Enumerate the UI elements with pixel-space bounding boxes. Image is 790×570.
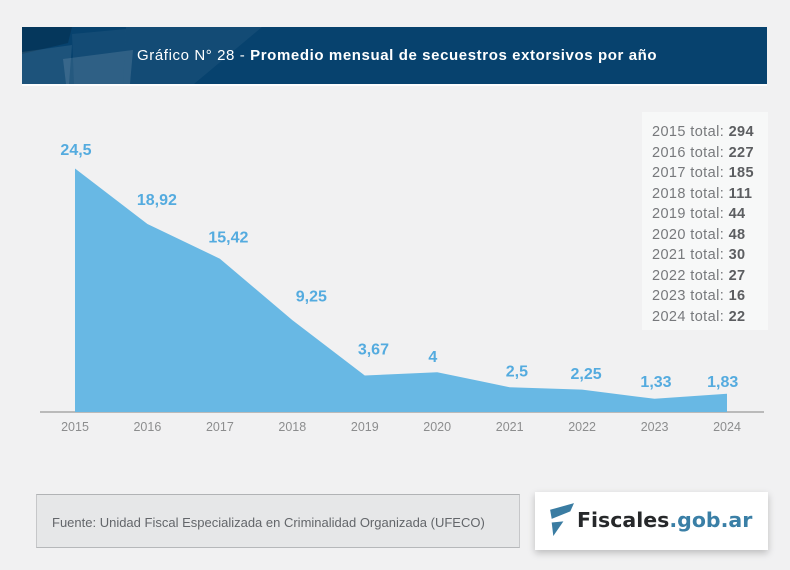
legend-row-2016: 2016 total: 227 [652, 143, 768, 164]
legend-row-value: 185 [728, 165, 754, 181]
legend-row-2021: 2021 total: 30 [652, 245, 768, 266]
value-label-2022: 2,25 [571, 366, 602, 383]
legend-row-2020: 2020 total: 48 [652, 225, 768, 246]
value-label-2020: 4 [428, 349, 437, 366]
chart-title-prefix: Gráfico N° 28 - [137, 47, 251, 64]
fiscales-flag-icon [550, 503, 574, 536]
x-tick-2016: 2016 [133, 420, 161, 434]
x-tick-2020: 2020 [423, 420, 451, 434]
legend-row-value: 27 [728, 267, 746, 284]
x-tick-2018: 2018 [278, 420, 306, 434]
legend-row-value: 30 [728, 247, 746, 263]
legend-row-label: 2017 total: [652, 165, 725, 181]
legend-row-label: 2024 total: [652, 308, 725, 325]
x-tick-2024: 2024 [713, 420, 741, 434]
legend-row-2015: 2015 total: 294 [652, 122, 768, 143]
legend-row-label: 2018 total: [652, 185, 725, 202]
legend-row-label: 2022 total: [652, 267, 725, 284]
area-chart: 24,5 18,92 15,42 9,25 3,67 4 2,5 2,25 1,33 1,83 20… [40, 142, 764, 434]
x-tick-2023: 2023 [641, 420, 669, 434]
chart-title-main: Promedio mensual de secuestros extorsivo… [250, 47, 658, 64]
legend-row-value: 16 [728, 288, 746, 304]
x-tick-2022: 2022 [568, 420, 596, 434]
legend-row-2022: 2022 total: 27 [652, 266, 768, 287]
legend-row-label: 2021 total: [652, 247, 725, 263]
logo-text: Fiscales.gob.ar [577, 492, 752, 550]
source-text: Fuente: Unidad Fiscal Especializada en C… [52, 515, 485, 530]
x-tick-2015: 2015 [61, 420, 89, 434]
chart-title: Gráfico N° 28 - Promedio mensual de secu… [137, 27, 657, 84]
x-tick-2021: 2021 [496, 420, 524, 434]
legend-row-2019: 2019 total: 44 [652, 204, 768, 225]
legend-row-label: 2019 total: [652, 206, 725, 222]
legend-row-value: 44 [728, 206, 746, 222]
value-label-2016: 18,92 [137, 192, 177, 209]
totals-legend: 2015 total: 294 2016 total: 227 2017 total… [642, 112, 768, 330]
legend-row-value: 48 [728, 226, 746, 243]
legend-row-2024: 2024 total: 22 [652, 307, 768, 328]
legend-row-2017: 2017 total: 185 [652, 163, 768, 184]
area-series [75, 168, 727, 412]
logo-text-fiscales: Fiscales [577, 508, 670, 532]
legend-row-label: 2023 total: [652, 288, 725, 304]
x-tick-2017: 2017 [206, 420, 234, 434]
value-label-2024: 1,83 [707, 374, 738, 391]
value-label-2023: 1,33 [640, 374, 671, 391]
legend-row-label: 2020 total: [652, 226, 725, 243]
header-bar: Gráfico N° 28 - Promedio mensual de secu… [22, 27, 767, 84]
source-box: Fuente: Unidad Fiscal Especializada en C… [36, 494, 520, 548]
value-label-2021: 2,5 [506, 364, 528, 381]
legend-row-2018: 2018 total: 111 [652, 184, 768, 205]
value-label-2019: 3,67 [358, 342, 389, 359]
logo-text-gobar: .gob.ar [669, 508, 753, 532]
value-label-2018: 9,25 [296, 289, 327, 306]
legend-row-2023: 2023 total: 16 [652, 286, 768, 307]
legend-row-value: 22 [728, 308, 746, 325]
fiscales-logo[interactable]: Fiscales.gob.ar [535, 492, 768, 550]
legend-row-value: 111 [728, 185, 753, 202]
legend-row-label: 2015 total: [652, 124, 725, 140]
value-label-2017: 15,42 [208, 230, 248, 247]
value-label-2015: 24,5 [60, 142, 91, 159]
legend-row-value: 294 [728, 124, 754, 140]
x-tick-2019: 2019 [351, 420, 379, 434]
legend-row-value: 227 [728, 144, 754, 161]
legend-row-label: 2016 total: [652, 144, 725, 161]
